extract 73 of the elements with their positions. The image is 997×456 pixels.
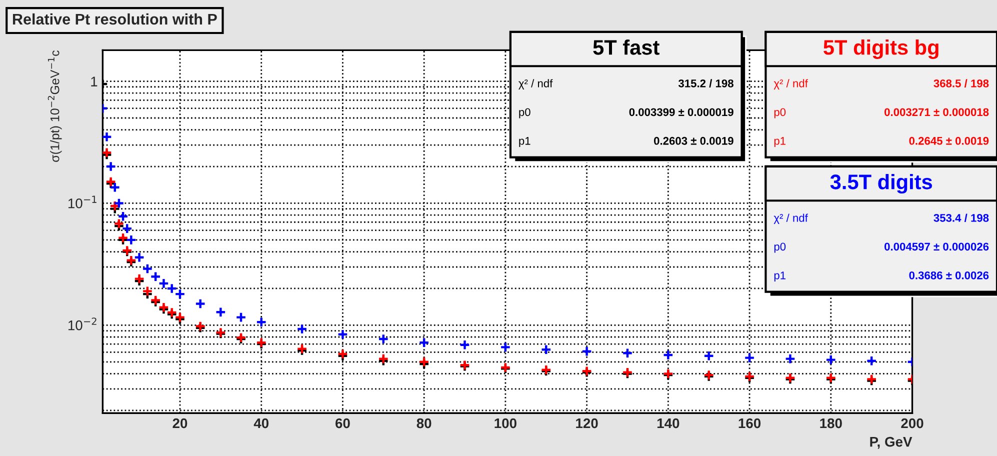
- y-axis-title: σ(1/pt) 10$^{−2}$GeV$^{−1}$c: [48, 50, 62, 162]
- point: [166, 282, 178, 294]
- point: [102, 131, 112, 142]
- annotation: p1: [774, 272, 786, 282]
- point: [236, 312, 247, 323]
- point: [581, 346, 592, 357]
- x-tick-label: 40: [254, 418, 269, 428]
- point: [134, 273, 145, 284]
- point: [662, 349, 674, 360]
- x-tick-label: 100: [494, 418, 516, 428]
- y-tick-label: 10$^{−2}$: [68, 318, 96, 330]
- x-tick-label: 20: [172, 418, 188, 428]
- point: [150, 271, 162, 282]
- point: [194, 298, 206, 310]
- point: [418, 337, 430, 348]
- x-tick-label: 80: [416, 418, 432, 428]
- point: [784, 353, 796, 364]
- x-axis-title: P, GeV: [870, 436, 912, 449]
- x-tick-label: 160: [738, 418, 761, 428]
- point: [500, 342, 511, 353]
- point: [296, 324, 308, 335]
- point: [142, 286, 153, 297]
- point: [459, 339, 470, 350]
- text: 368.5 / 198: [934, 79, 989, 88]
- point: [703, 350, 714, 362]
- point: [158, 278, 170, 289]
- chart-title: Relative Pt resolution with P: [12, 13, 217, 25]
- annotation: 315.2 / 198: [678, 79, 734, 88]
- annotation: p0: [774, 242, 786, 253]
- point: [418, 356, 430, 368]
- point: [113, 198, 124, 209]
- point: [337, 328, 348, 340]
- annotation: 0.003271 ± 0.000018: [884, 108, 989, 116]
- annotation: p0: [519, 108, 530, 118]
- point: [215, 306, 226, 318]
- annotation: 0.3686 ± 0.0026: [909, 271, 989, 280]
- point: [118, 210, 129, 222]
- annotation: p0: [774, 108, 786, 118]
- annotation: 0.003399 ± 0.000019: [629, 108, 734, 116]
- point: [109, 182, 120, 193]
- point: [174, 288, 186, 300]
- point: [142, 263, 153, 274]
- y-tick-label: 10$^{−1}$: [68, 196, 96, 208]
- annotation: 0.2645 ± 0.0019: [909, 136, 989, 145]
- point: [134, 252, 145, 263]
- point: [825, 354, 836, 366]
- annotation: 0.004597 ± 0.000026: [884, 242, 989, 251]
- point: [866, 355, 878, 366]
- x-tick-label: 60: [335, 418, 350, 428]
- annotation: 0.2603 ± 0.0019: [654, 136, 734, 145]
- point: [540, 344, 552, 356]
- text: 353.4 / 198: [934, 214, 989, 222]
- text: 3.5T digits: [830, 174, 932, 194]
- text: 5T fast: [593, 40, 660, 55]
- point: [378, 334, 389, 345]
- annotation: χ² / ndf: [774, 214, 808, 224]
- annotation: p1: [774, 137, 786, 147]
- annotation: χ² / ndf: [518, 79, 553, 90]
- point: [622, 348, 633, 359]
- point: [113, 218, 124, 230]
- annotation: χ² / ndf: [774, 79, 808, 90]
- point: [126, 234, 137, 246]
- x-tick-label: 120: [576, 418, 598, 428]
- annotation: p1: [519, 137, 530, 147]
- point: [744, 352, 756, 364]
- x-tick-label: 200: [901, 418, 924, 428]
- point: [122, 223, 133, 234]
- point: [105, 161, 116, 172]
- x-tick-label: 180: [820, 418, 842, 428]
- y-tick-label: 1: [91, 76, 98, 86]
- x-tick-label: 140: [657, 418, 680, 428]
- text: 5T digits bg: [824, 39, 938, 60]
- point: [256, 316, 267, 328]
